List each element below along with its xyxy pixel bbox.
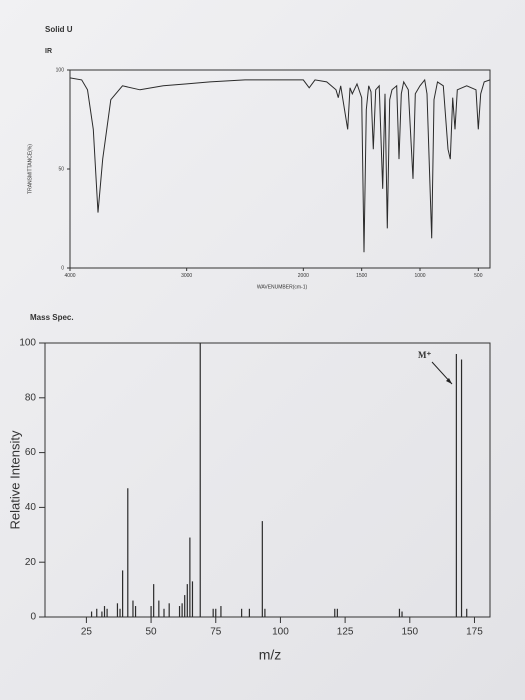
x-tick-label: 1000	[414, 273, 425, 279]
x-tick-label: 125	[337, 627, 354, 638]
spectrum-line	[69, 77, 491, 253]
x-tick-label: 4000	[64, 273, 75, 279]
x-tick-label: 500	[474, 273, 483, 279]
y-tick-label: 0	[61, 265, 64, 271]
x-tick-label: 75	[210, 627, 222, 638]
y-tick-label: 100	[56, 67, 65, 73]
ms-frame	[44, 342, 491, 618]
ir-x-label: WAVENUMBER(cm-1)	[257, 284, 308, 290]
ir-y-label: TRANSMITTANCE(%)	[27, 144, 33, 194]
x-tick-label: 3000	[181, 273, 192, 279]
x-tick-label: 2000	[298, 273, 309, 279]
page-title: Solid U	[45, 25, 73, 34]
x-tick-label: 100	[272, 627, 289, 638]
annotation-arrowhead	[446, 378, 452, 384]
ms-title: Mass Spec.	[30, 313, 74, 322]
x-tick-label: 1500	[356, 273, 367, 279]
y-tick-label: 0	[30, 612, 36, 623]
annotation: M⁺	[418, 350, 431, 360]
ms-y-label: Relative Intensity	[7, 430, 22, 529]
ms-x-label: m/z	[259, 647, 282, 663]
y-tick-label: 80	[25, 392, 37, 403]
y-tick-label: 100	[19, 338, 36, 349]
x-tick-label: 150	[401, 627, 418, 638]
y-tick-label: 50	[58, 166, 64, 172]
y-tick-label: 20	[25, 557, 37, 568]
x-tick-label: 50	[146, 627, 158, 638]
y-tick-label: 60	[25, 447, 37, 458]
ir-title: IR	[45, 48, 52, 55]
x-tick-label: 175	[466, 627, 483, 638]
y-tick-label: 40	[25, 502, 37, 513]
x-tick-label: 25	[81, 627, 93, 638]
